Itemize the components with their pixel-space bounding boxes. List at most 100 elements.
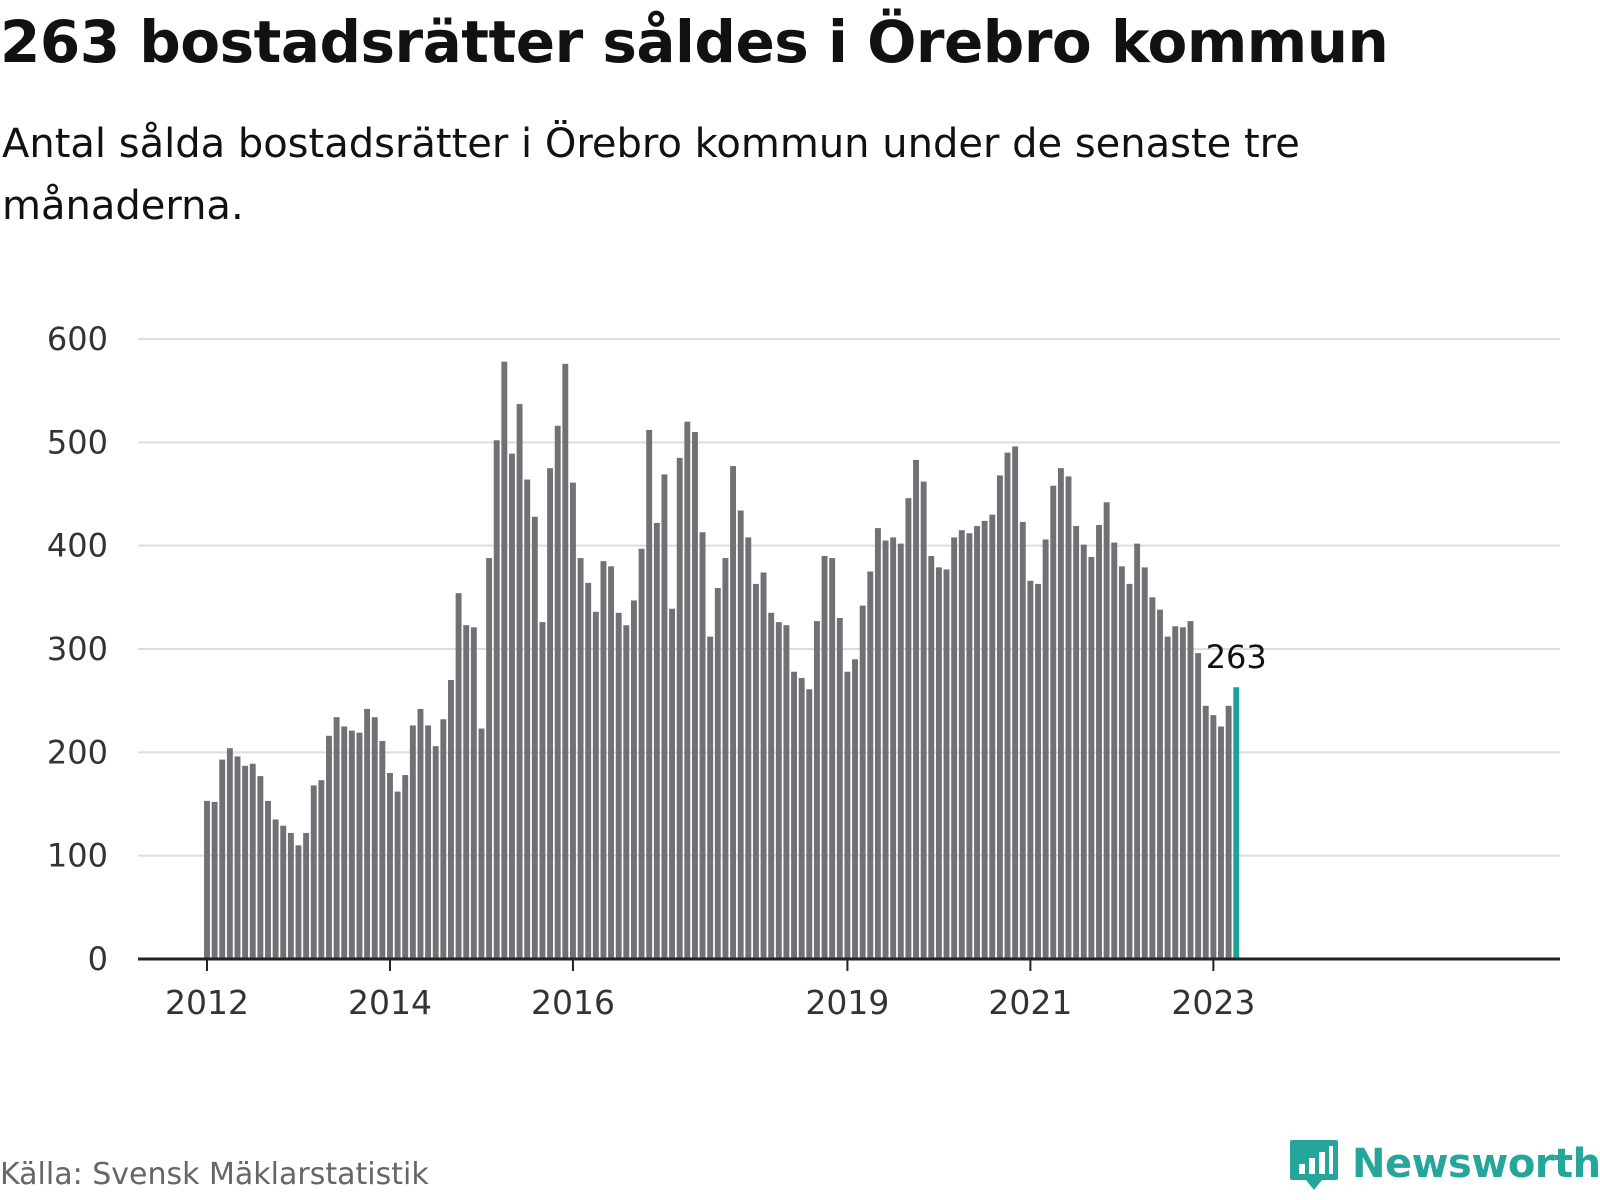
bar: [257, 776, 264, 959]
bars: [204, 361, 1240, 960]
bar: [234, 756, 241, 959]
bar: [387, 773, 393, 959]
bar: [1134, 543, 1141, 959]
x-axis-ticks: 2012 2014 2016 2019 2021 2023: [165, 959, 1255, 1020]
bar: [852, 659, 858, 959]
bar: [867, 571, 874, 959]
bar: [1149, 597, 1156, 959]
bar: [684, 421, 691, 959]
bar: [1088, 557, 1095, 959]
bar: [905, 498, 912, 959]
bar: [226, 748, 233, 959]
x-tick-label: 2016: [531, 983, 615, 1020]
bar: [554, 425, 561, 959]
bar: [974, 526, 980, 959]
bar: [1202, 705, 1209, 959]
bar: [425, 725, 432, 959]
source-note: Källa: Svensk Mäklarstatistik: [0, 1157, 429, 1192]
bar: [608, 566, 615, 959]
bar-highlight: [1233, 687, 1240, 959]
bar: [417, 708, 424, 959]
bar: [318, 780, 325, 959]
bar: [737, 510, 744, 959]
bar: [211, 801, 218, 959]
bar: [287, 832, 294, 959]
bar: [1027, 580, 1034, 959]
bar: [562, 363, 569, 959]
bar: [493, 440, 500, 959]
bar: [524, 479, 531, 959]
bar: [1019, 521, 1026, 959]
bar: [1073, 526, 1080, 959]
bar: [760, 572, 767, 959]
bar: [348, 730, 355, 959]
y-tick-label: 400: [47, 527, 108, 565]
bar: [913, 459, 919, 959]
bar: [669, 608, 676, 959]
bar: [516, 404, 523, 960]
bar: [798, 677, 805, 959]
bar: [1004, 452, 1011, 959]
bar: [836, 618, 843, 959]
bar: [1103, 502, 1110, 959]
bar: [1172, 626, 1179, 959]
bar: [486, 558, 493, 959]
bar: [783, 625, 790, 959]
bar: [707, 636, 714, 959]
bar: [1111, 542, 1118, 959]
x-tick-label: 2023: [1171, 983, 1255, 1020]
bar: [295, 845, 302, 959]
bar: [242, 765, 249, 959]
newsworthy-logo-icon: [1290, 1140, 1338, 1190]
bar: [432, 746, 439, 959]
bar: [791, 671, 797, 959]
bar: [1012, 446, 1019, 960]
bar: [714, 588, 721, 959]
bar: [448, 680, 454, 959]
bar: [440, 719, 447, 959]
bar: [638, 548, 645, 959]
bar: [1141, 567, 1148, 959]
bar: [768, 612, 775, 959]
bar: [531, 516, 538, 959]
bar: [730, 466, 737, 959]
bar: [1187, 621, 1194, 959]
x-tick-label: 2019: [805, 983, 889, 1020]
bar: [1035, 583, 1041, 959]
bar: [1050, 485, 1057, 959]
bar: [470, 627, 477, 959]
bar: [364, 708, 371, 959]
bar: [752, 583, 759, 959]
bar: [249, 763, 256, 959]
bar: [501, 361, 508, 960]
chart-title: 263 bostadsrätter såldes i Örebro kommun: [0, 8, 1389, 76]
y-tick-label: 500: [47, 423, 108, 461]
bar: [646, 429, 653, 959]
bar: [1164, 636, 1171, 959]
bar: [745, 537, 752, 959]
y-tick-label: 100: [47, 837, 108, 875]
bar: [592, 611, 599, 959]
x-tick-label: 2014: [348, 983, 432, 1020]
bar: [989, 514, 996, 959]
x-tick-label: 2021: [988, 983, 1072, 1020]
bar: [570, 482, 576, 959]
bar: [341, 726, 348, 959]
bar: [829, 558, 836, 959]
bar: [813, 621, 820, 959]
bar: [303, 832, 310, 959]
bar: [691, 432, 698, 959]
bar: [547, 468, 554, 959]
bar-chart: 0 100 200 300 400 500 600 2012 2014 2016 2019 2021…: [47, 320, 1560, 1020]
bar: [455, 593, 462, 959]
bar: [310, 785, 317, 959]
bar: [890, 537, 897, 959]
bar: [577, 558, 584, 959]
bar: [509, 453, 515, 959]
bar: [600, 561, 607, 959]
bar: [371, 717, 378, 959]
bar: [882, 540, 889, 959]
bar: [615, 612, 622, 959]
bar: [958, 530, 965, 959]
bar: [653, 522, 660, 959]
